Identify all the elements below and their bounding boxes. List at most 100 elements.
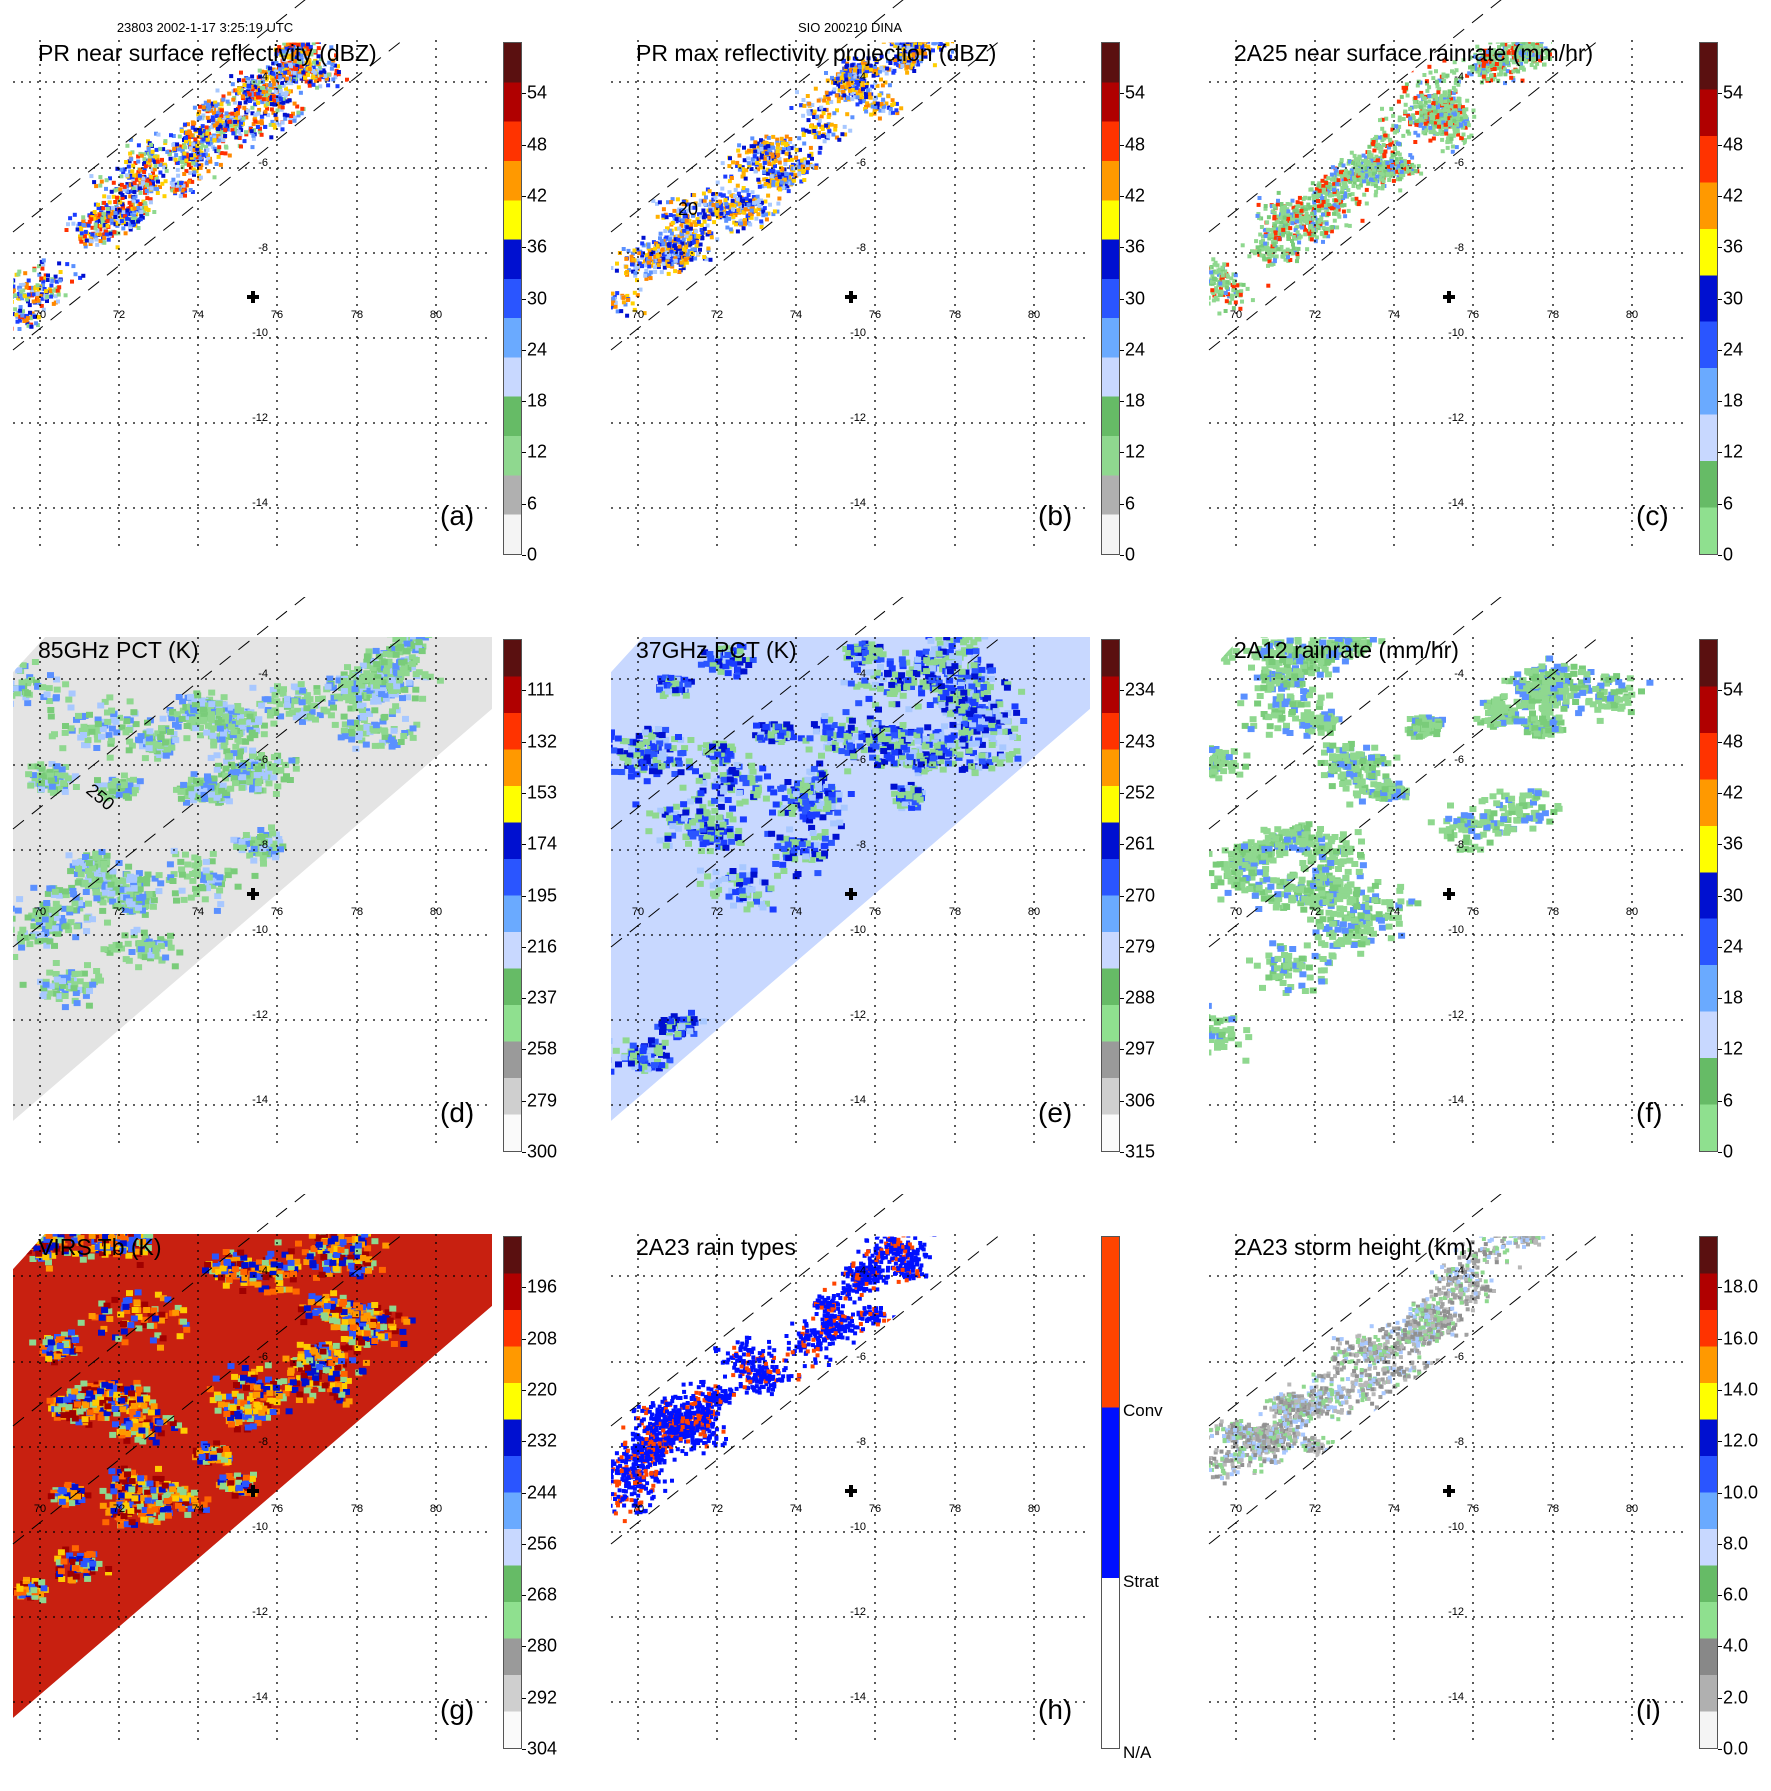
data-cell — [929, 9, 933, 13]
data-cell — [1423, 104, 1427, 108]
data-cell — [56, 300, 60, 304]
data-cell — [752, 144, 756, 148]
data-cell — [5, 289, 9, 293]
data-cell — [94, 238, 98, 242]
data-cell — [624, 265, 628, 269]
data-cell — [633, 291, 637, 295]
data-cell — [956, 32, 960, 36]
data-cell — [1524, 24, 1528, 28]
data-cell — [1403, 110, 1407, 114]
data-cell — [744, 207, 748, 211]
data-cell — [783, 162, 787, 166]
data-cell — [880, 102, 884, 106]
data-cell — [848, 129, 852, 133]
data-cell — [138, 202, 142, 206]
data-cell — [1199, 266, 1203, 270]
data-cell — [935, 9, 939, 13]
data-cell — [900, 20, 904, 24]
data-cell — [338, 33, 342, 37]
data-cell — [762, 170, 766, 174]
data-cell — [158, 147, 162, 151]
data-cell — [920, 23, 924, 27]
data-cell — [943, 27, 947, 31]
data-cell — [806, 94, 810, 98]
data-cell — [913, 26, 917, 30]
data-cell — [950, 33, 954, 37]
data-cell — [345, 16, 349, 20]
data-cell — [1412, 116, 1416, 120]
data-cell — [120, 193, 124, 197]
data-cell — [323, 32, 327, 36]
data-cell — [1532, 29, 1536, 33]
data-cell — [1199, 275, 1203, 279]
data-cell — [327, 18, 331, 22]
data-cell — [615, 262, 619, 266]
data-cell — [929, 6, 933, 10]
data-cell — [198, 131, 202, 135]
data-cell — [1211, 257, 1215, 261]
data-cell — [25, 318, 29, 322]
data-cell — [5, 300, 9, 304]
data-cell — [801, 170, 805, 174]
data-cell — [1337, 178, 1341, 182]
data-cell — [346, 24, 350, 28]
data-cell — [598, 280, 600, 284]
data-cell — [339, 22, 343, 26]
data-cell — [285, 99, 289, 103]
data-cell — [864, 110, 868, 114]
data-cell — [924, 9, 928, 13]
data-cell — [30, 325, 34, 329]
data-cell — [337, 70, 341, 74]
data-cell — [660, 239, 664, 243]
data-cell — [821, 134, 825, 138]
data-cell — [57, 261, 61, 265]
colorbar-tick — [522, 504, 526, 505]
data-cell — [332, 25, 336, 29]
data-cell — [1203, 281, 1207, 285]
data-cell — [889, 107, 893, 111]
data-cell — [886, 94, 890, 98]
data-cell — [917, 21, 921, 25]
data-cell — [58, 279, 62, 283]
data-cell — [198, 116, 202, 120]
data-cell — [28, 303, 32, 307]
data-cell — [926, 30, 930, 34]
data-cell — [182, 172, 186, 176]
panel-letter: (b) — [1038, 500, 1072, 532]
data-cell — [643, 274, 647, 278]
data-cell — [704, 195, 708, 199]
data-cell — [187, 180, 191, 184]
data-cell — [1457, 97, 1461, 101]
data-cell — [789, 106, 793, 110]
data-cell — [712, 220, 716, 224]
data-cell — [694, 229, 698, 233]
data-cell — [929, 6, 933, 10]
data-cell — [1388, 143, 1392, 147]
data-cell — [934, 8, 938, 12]
data-cell — [1509, 24, 1513, 28]
data-cell — [731, 199, 735, 203]
data-cell — [916, 28, 920, 32]
data-cell — [320, 18, 324, 22]
data-cell — [903, 31, 907, 35]
data-cell — [1510, 32, 1514, 36]
data-cell — [927, 9, 931, 13]
data-cell — [228, 120, 232, 124]
data-cell — [45, 295, 49, 299]
data-cell — [107, 238, 111, 242]
data-cell — [703, 220, 707, 224]
data-cell — [670, 250, 674, 254]
data-cell — [202, 105, 206, 109]
data-cell — [929, 34, 933, 38]
colorbar-label: 42 — [1125, 185, 1145, 206]
data-cell — [331, 24, 335, 28]
data-cell — [328, 20, 332, 24]
data-cell — [270, 102, 274, 106]
data-cell — [905, 34, 909, 38]
data-cell — [320, 11, 324, 15]
data-cell — [3, 281, 7, 285]
data-cell — [894, 108, 898, 112]
data-cell — [1540, 29, 1544, 33]
data-cell — [165, 150, 169, 154]
data-cell — [864, 92, 868, 96]
